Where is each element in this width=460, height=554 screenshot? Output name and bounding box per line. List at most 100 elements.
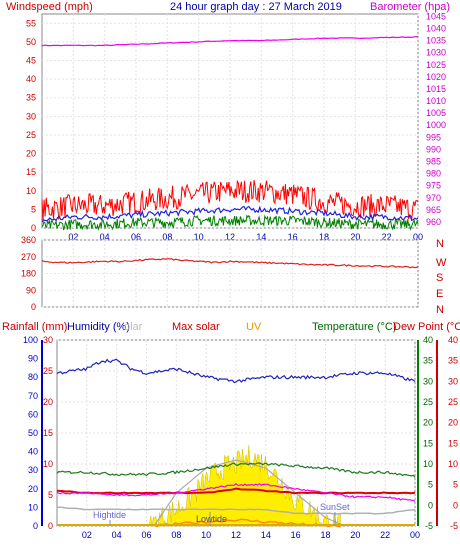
hour-tick-label: 08	[171, 530, 181, 540]
direction-tick-label: 0	[31, 302, 36, 312]
temperature-ticks: -5 0 5 10 15 20 25 30 35 40	[423, 335, 433, 531]
solar-axis-title-faded: olar	[124, 321, 143, 333]
hour-tick-label: 14	[256, 232, 266, 242]
barometer-tick-label: 985	[426, 157, 441, 167]
barometer-tick-label: 1045	[426, 11, 446, 21]
rainfall-tick-label: 80	[28, 372, 38, 382]
rainfall-tick-label: 40	[28, 447, 38, 457]
direction-degree-ticks: 0 90 180 270 360	[21, 235, 36, 312]
rainfall-tick-label: 20	[28, 484, 38, 494]
hour-tick-label: 02	[68, 232, 78, 242]
hour-tick-label: 04	[112, 530, 122, 540]
dewpoint-tick-label: 30	[448, 376, 458, 386]
max-solar-axis-title: Max solar	[172, 321, 220, 333]
hour-tick-label: 06	[131, 232, 141, 242]
windspeed-tick-label: 40	[26, 74, 36, 84]
humidity-tick-label: 0	[48, 521, 53, 531]
wind-panel-series	[41, 36, 419, 231]
dewpoint-tick-label: 0	[453, 500, 458, 510]
barometer-line	[41, 36, 419, 47]
windspeed-tick-label: 45	[26, 56, 36, 66]
rainfall-ticks: 0 10 20 30 40 50 60 70 80 90 100	[23, 335, 38, 531]
rainfall-tick-label: 10	[28, 502, 38, 512]
compass-label-e: E	[436, 288, 443, 300]
barometer-tick-label: 965	[426, 205, 441, 215]
direction-tick-label: 90	[26, 285, 36, 295]
direction-tick-label: 270	[21, 252, 36, 262]
hightide-label: Hightide	[93, 510, 126, 520]
barometer-tick-label: 1000	[426, 120, 446, 130]
temperature-tick-label: 40	[423, 335, 433, 345]
barometer-tick-label: 1010	[426, 96, 446, 106]
wind-direction-line	[41, 257, 419, 269]
uv-axis-title: UV	[246, 321, 262, 333]
dewpoint-tick-label: 20	[448, 418, 458, 428]
hour-tick-label: 22	[382, 232, 392, 242]
barometer-tick-label: 990	[426, 144, 441, 154]
temp-panel-series	[56, 358, 416, 528]
hour-tick-label: 02	[82, 530, 92, 540]
solar-radiation-area	[149, 445, 341, 527]
hour-tick-label: 12	[231, 530, 241, 540]
dewpoint-tick-label: 40	[448, 335, 458, 345]
dewpoint-tick-label: 5	[453, 480, 458, 490]
windspeed-tick-label: 15	[26, 167, 36, 177]
rainfall-tick-label: 30	[28, 465, 38, 475]
lowtide-label: Lowtide	[196, 514, 227, 524]
humidity-ticks: 0 5 10 15 20 25 30	[43, 335, 53, 531]
barometer-tick-label: 995	[426, 132, 441, 142]
compass-label-n-top: N	[436, 238, 444, 250]
temperature-line	[56, 462, 416, 478]
hour-tick-label: 06	[141, 530, 151, 540]
rainfall-axis-title: Rainfall (mm)	[2, 321, 67, 333]
barometer-tick-label: 960	[426, 217, 441, 227]
hour-tick-label: 12	[225, 232, 235, 242]
barometer-tick-label: 1020	[426, 72, 446, 82]
direction-panel-grid	[42, 239, 419, 308]
hour-tick-label: 18	[320, 530, 330, 540]
rainfall-tick-label: 100	[23, 335, 38, 345]
hour-tick-label: 16	[291, 530, 301, 540]
rainfall-tick-label: 0	[33, 521, 38, 531]
temperature-tick-label: 15	[423, 438, 433, 448]
wind-low-line	[41, 214, 419, 231]
direction-series	[41, 257, 419, 269]
hour-tick-label: 20	[350, 232, 360, 242]
dewpoint-ticks: -5 0 5 10 15 20 25 30 35 40	[448, 335, 458, 531]
compass-label-w: W	[436, 257, 447, 269]
wind-direction-panel: 0 90 180 270 360 N W S E N	[21, 235, 447, 316]
dewpoint-line	[56, 483, 416, 503]
windspeed-tick-label: 55	[26, 18, 36, 28]
temperature-tick-label: 30	[423, 376, 433, 386]
hour-tick-label: 14	[261, 530, 271, 540]
hour-tick-label: 10	[194, 232, 204, 242]
dewpoint-tick-label: 10	[448, 459, 458, 469]
humidity-tick-label: 5	[48, 490, 53, 500]
barometer-tick-label: 1035	[426, 36, 446, 46]
windspeed-tick-label: 25	[26, 130, 36, 140]
direction-tick-label: 360	[21, 235, 36, 245]
windspeed-tick-label: 50	[26, 37, 36, 47]
temperature-tick-label: -5	[425, 521, 433, 531]
dewpoint-axis-title: Dew Point (°C)	[393, 321, 460, 333]
temperature-tick-label: 10	[423, 459, 433, 469]
hour-tick-label: 08	[162, 232, 172, 242]
windspeed-tick-label: 10	[26, 186, 36, 196]
windspeed-tick-label: 20	[26, 149, 36, 159]
temp-panel-grid	[57, 339, 416, 527]
hour-tick-label: 10	[201, 530, 211, 540]
wind-average-line	[41, 205, 419, 223]
direction-tick-label: 180	[21, 269, 36, 279]
wind-panel-hour-ticks: 02 04 06 08 10 12 14 16 18 20 22 00	[68, 232, 423, 242]
humidity-tick-label: 25	[43, 366, 53, 376]
barometer-axis-title: Barometer (hpa)	[370, 1, 450, 13]
rainfall-tick-label: 60	[28, 409, 38, 419]
humidity-line	[56, 358, 416, 384]
hour-tick-label: 16	[288, 232, 298, 242]
hour-tick-label: 20	[350, 530, 360, 540]
temp-panel-hour-ticks: 02 04 06 08 10 12 14 16 18 20 22 00	[82, 530, 420, 540]
grey-reference-line	[56, 506, 416, 515]
graph-title: 24 hour graph day : 27 March 2019	[170, 1, 342, 13]
